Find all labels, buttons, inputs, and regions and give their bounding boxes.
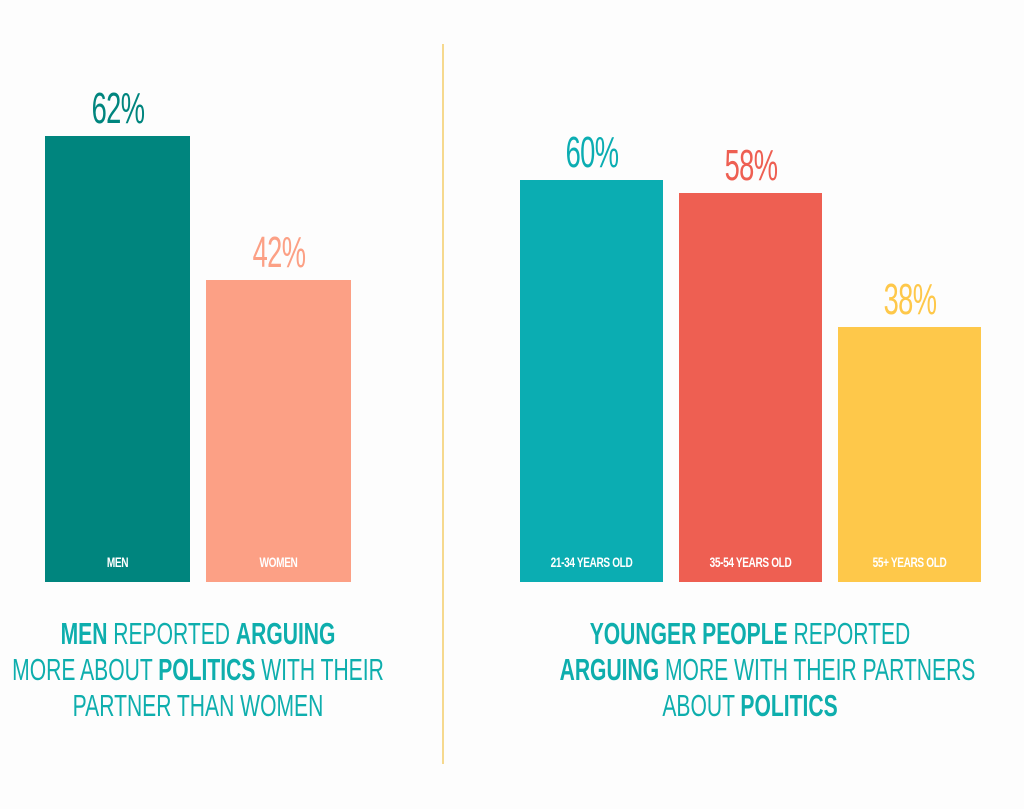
caption-line: MORE ABOUT POLITICS WITH THEIR: [8, 652, 389, 688]
value-label: 62%: [91, 84, 144, 134]
caption-emphasis: ARGUING: [559, 652, 660, 687]
caption-text: MORE WITH THEIR PARTNERS: [659, 652, 976, 687]
caption-2: YOUNGER PEOPLE REPORTED ARGUING MORE WITH…: [559, 616, 976, 724]
bar-35-54-years-old: [679, 193, 822, 582]
value-label: 60%: [565, 128, 618, 177]
caption-emphasis: POLITICS: [158, 652, 256, 687]
caption-line: ABOUT POLITICS: [560, 688, 941, 724]
caption-line: YOUNGER PEOPLE REPORTED: [560, 616, 941, 652]
value-label: 38%: [883, 275, 936, 325]
value-label: 58%: [724, 141, 777, 191]
caption-emphasis: MEN: [60, 616, 108, 651]
category-label: WOMEN: [259, 554, 298, 570]
category-label: MEN: [106, 554, 129, 570]
caption-line: ARGUING MORE WITH THEIR PARTNERS: [559, 652, 976, 688]
bar-men: [45, 136, 190, 582]
caption-text: PARTNER THAN WOMEN: [72, 688, 324, 723]
caption-line: MEN REPORTED ARGUING: [8, 616, 389, 652]
caption-text: MORE ABOUT: [12, 652, 159, 687]
caption-text: WITH THEIR: [255, 652, 384, 687]
caption-1: MEN REPORTED ARGUING MORE ABOUT POLITICS …: [8, 616, 389, 724]
caption-text: ABOUT: [662, 688, 741, 723]
caption-text: REPORTED: [107, 616, 236, 651]
category-label: 55+ YEARS OLD: [872, 554, 947, 570]
bar-21-34-years-old: [520, 180, 663, 582]
caption-line: PARTNER THAN WOMEN: [8, 688, 389, 724]
caption-emphasis: ARGUING: [235, 616, 336, 651]
bar-55-years-old: [838, 327, 981, 582]
caption-emphasis: YOUNGER PEOPLE: [589, 616, 788, 651]
caption-text: REPORTED: [787, 616, 911, 651]
category-label: 21-34 YEARS OLD: [550, 554, 633, 570]
bar-women: [206, 280, 351, 582]
value-label: 42%: [252, 228, 305, 278]
panel-divider: [442, 44, 444, 764]
category-label: 35-54 YEARS OLD: [709, 554, 792, 570]
caption-emphasis: POLITICS: [740, 688, 838, 723]
